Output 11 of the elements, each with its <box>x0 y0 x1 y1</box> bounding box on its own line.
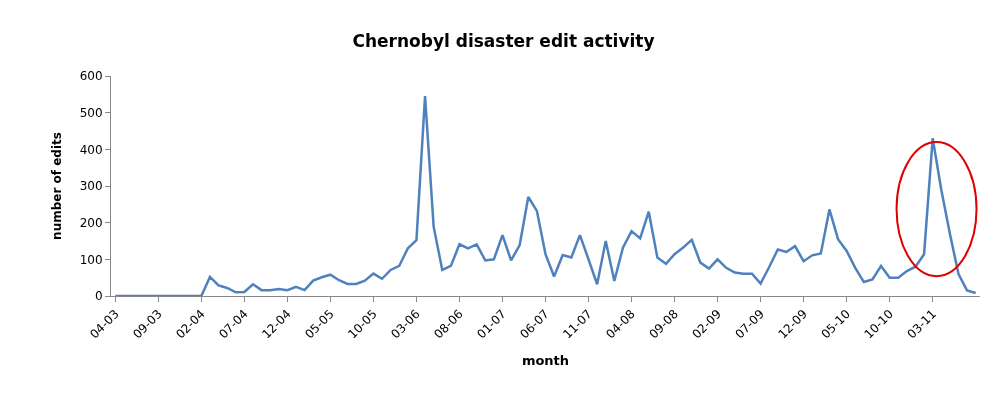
y-tick-label: 400 <box>79 142 103 157</box>
y-tick-label: 300 <box>79 179 103 194</box>
line-series <box>114 94 977 296</box>
y-tick-label: 100 <box>79 252 103 267</box>
y-tick-label: 200 <box>79 215 103 230</box>
y-tick-label: 0 <box>94 289 103 304</box>
chart-title: Chernobyl disaster edit activity <box>352 31 655 52</box>
x-axis-title: month <box>521 353 570 369</box>
y-axis-title: number of edits <box>49 132 64 240</box>
y-tick-label: 600 <box>79 69 103 84</box>
y-tick-label: 500 <box>79 105 103 120</box>
